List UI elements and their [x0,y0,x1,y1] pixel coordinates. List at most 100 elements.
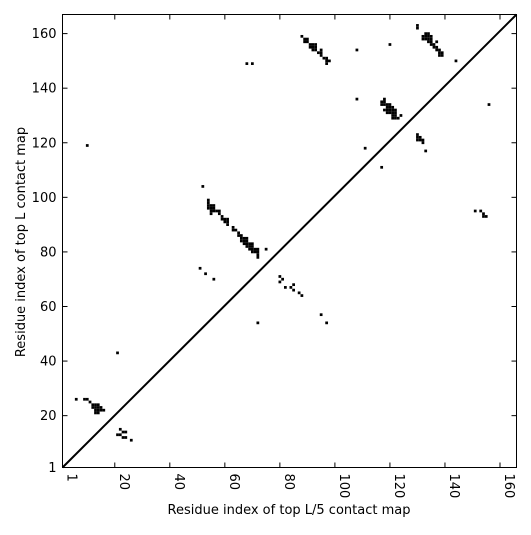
contact-point [223,220,227,224]
contact-point [319,54,323,57]
contact-point [432,43,436,46]
contact-point [245,245,249,248]
x-tick-label: 140 [446,474,461,499]
contact-point [427,40,430,44]
contact-point [94,411,97,415]
contact-point [226,223,229,226]
contact-point [391,116,395,120]
contact-point [99,406,103,409]
contact-point [416,135,419,139]
contact-point [239,234,243,237]
contact-point [85,397,89,401]
contact-point [209,204,213,207]
contact-point [217,212,221,216]
contact-point [231,228,235,232]
contact-point [245,62,249,65]
contact-point [388,43,392,46]
contact-point [250,247,254,251]
contact-point [212,277,216,281]
contact-point [388,111,392,115]
contact-point [421,37,425,41]
contact-point [438,48,441,52]
contact-point [231,225,235,229]
y-tick-label: 100 [32,191,57,206]
contact-point [212,204,216,207]
contact-point [303,40,307,44]
contact-point [223,217,227,221]
x-axis-label: Residue index of top L/5 contact map [168,503,411,518]
contact-point [314,45,318,49]
contact-point [116,433,119,437]
contact-point [212,206,216,210]
contact-point [118,433,122,437]
contact-point [209,212,213,216]
data-points [74,24,491,442]
contact-point [284,286,287,289]
contact-point [385,111,389,115]
contact-point [388,105,392,109]
contact-point [435,45,439,49]
contact-point [388,103,392,106]
contact-point [385,103,389,106]
contact-point [429,40,433,44]
contact-point [429,43,433,46]
contact-point [385,108,389,112]
contact-point [206,201,210,205]
contact-point [242,236,246,240]
contact-point [209,209,213,213]
contact-point [473,209,477,213]
contact-point [421,138,425,142]
contact-point [432,45,436,49]
contact-point [264,247,268,251]
contact-point [416,24,419,27]
contact-point [482,212,485,216]
contact-point [121,436,125,439]
y-tick-label: 160 [32,27,57,42]
x-tick-label: 40 [171,474,186,491]
contact-point [256,253,260,257]
contact-point [248,242,251,246]
contact-point [325,62,329,65]
contact-point [220,215,224,218]
contact-point [383,103,386,106]
contact-point [289,286,293,289]
contact-point [479,209,483,213]
contact-point [418,138,422,142]
y-tick-label: 120 [32,136,57,151]
contact-point [416,138,419,142]
contact-point [129,438,133,442]
contact-point [438,51,441,55]
contact-point [118,427,122,431]
contact-point [380,100,384,104]
contact-point [248,245,251,248]
y-tick-label: 1 [48,461,56,476]
contact-point [96,403,100,407]
x-axis-ticks: 1 20 40 60 80 100 120 140 160 [62,14,516,499]
contact-point [124,436,128,439]
contact-point [435,40,439,44]
contact-point [300,294,304,297]
contact-point [96,406,100,409]
contact-point [245,239,249,243]
contact-point [429,37,433,41]
contact-point [204,272,207,276]
contact-point [438,54,441,57]
contact-point [484,215,488,218]
contact-point [83,397,86,401]
contact-point [226,217,229,221]
contact-point [256,250,260,254]
contact-point [217,209,221,213]
contact-point [311,43,315,46]
contact-point [248,247,251,251]
contact-point [96,408,100,412]
contact-point [102,408,106,412]
x-tick-label: 1 [64,474,79,482]
contact-point [226,220,229,224]
contact-point [391,108,395,112]
contact-point [421,141,425,145]
x-tick-label: 120 [391,474,406,499]
contact-point [391,114,395,117]
